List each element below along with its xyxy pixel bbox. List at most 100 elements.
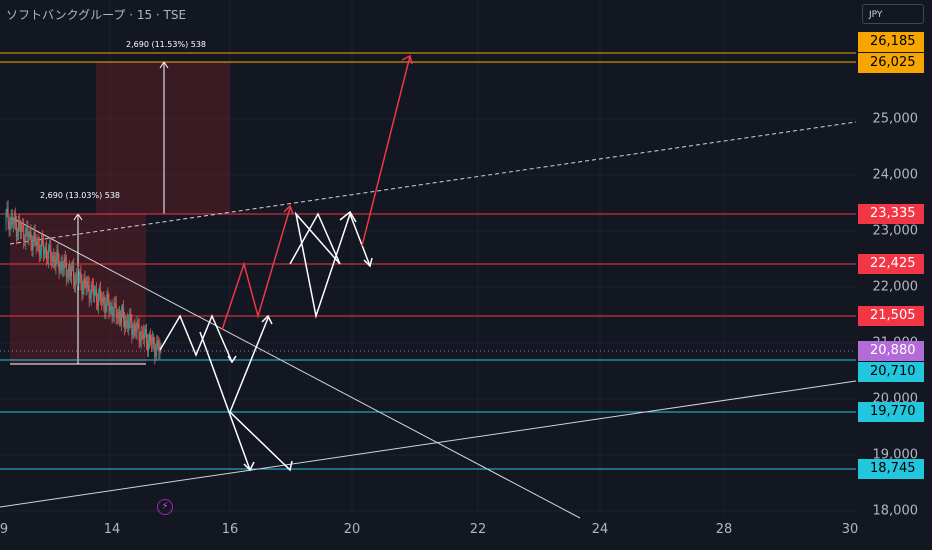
candle-body — [107, 294, 109, 302]
candle-body — [12, 222, 14, 225]
candle-body — [149, 335, 151, 342]
candle-body — [15, 223, 17, 237]
candle-body — [50, 245, 52, 259]
time-axis-label: 30 — [841, 522, 859, 537]
time-axis-label: 20 — [343, 522, 361, 537]
measure-label-2: 2,690 (11.53%) 538 — [126, 40, 207, 49]
candle-body — [23, 226, 25, 241]
candle-body — [86, 281, 88, 288]
candle-body — [137, 322, 139, 325]
candle-body — [22, 225, 24, 227]
candle-body — [11, 217, 13, 225]
candle-body — [125, 320, 127, 328]
candle-body — [90, 284, 92, 298]
time-axis-label: 9 — [0, 522, 9, 537]
upper-dashed-trendline[interactable] — [9, 121, 857, 245]
candle-body — [56, 250, 58, 258]
candle-body — [78, 278, 80, 282]
time-axis-label: 22 — [469, 522, 487, 537]
time-axis-label: 16 — [221, 522, 239, 537]
candle-body — [154, 344, 156, 357]
descending-trendline[interactable] — [11, 217, 581, 519]
candle-body — [144, 329, 146, 334]
candle-body — [138, 324, 140, 340]
price-badge: 26,025 — [858, 53, 924, 73]
candle-body — [40, 238, 42, 251]
candle-body — [95, 289, 97, 302]
candle-body — [101, 299, 103, 303]
candle-body — [91, 284, 93, 287]
candle-body — [135, 330, 137, 333]
candle-body — [115, 303, 117, 317]
candle-body — [139, 339, 141, 342]
candle-body — [28, 236, 30, 238]
candle-body — [82, 286, 84, 294]
candle-body — [17, 221, 19, 232]
price-axis-label: 19,000 — [872, 447, 919, 463]
candle-body — [129, 313, 131, 323]
candle-body — [42, 242, 44, 254]
candle-body — [66, 276, 68, 278]
candle-body — [9, 221, 11, 230]
measure-zone-2[interactable] — [96, 62, 230, 214]
price-badge: 23,335 — [858, 204, 924, 224]
candle-body — [104, 303, 106, 313]
candle-body — [71, 267, 73, 277]
candle-body — [27, 228, 29, 238]
price-badge: 22,425 — [858, 254, 924, 274]
candle-body — [8, 221, 10, 230]
candle-body — [131, 322, 133, 336]
candle-body — [99, 289, 101, 295]
candle-body — [13, 215, 15, 223]
candle-body — [141, 331, 143, 333]
price-badge: 20,710 — [858, 362, 924, 382]
candle-body — [47, 258, 49, 260]
candle-body — [72, 266, 74, 268]
candle-body — [45, 248, 47, 252]
candle-body — [58, 260, 60, 271]
white-path-down-1 — [199, 331, 251, 471]
candle-body — [51, 258, 53, 262]
price-badge: 19,770 — [858, 402, 924, 422]
candle-body — [89, 297, 91, 299]
candle-body — [108, 301, 110, 311]
candle-body — [113, 302, 115, 315]
candle-body — [103, 297, 105, 304]
red-path — [221, 207, 291, 331]
candle-body — [37, 240, 39, 245]
candle-body — [83, 278, 85, 287]
candle-body — [94, 289, 96, 292]
candle-body — [73, 266, 75, 281]
time-axis-label: 14 — [103, 522, 121, 537]
currency-selector[interactable]: JPY — [862, 4, 924, 24]
price-badge: 18,745 — [858, 459, 924, 479]
candle-body — [34, 232, 36, 241]
candle-body — [19, 221, 21, 227]
candle-body — [152, 337, 154, 344]
lightning-icon[interactable]: ⚡ — [157, 499, 173, 515]
candle-body — [147, 341, 149, 351]
candle-body — [21, 225, 23, 232]
candle-body — [5, 212, 7, 223]
candle-body — [124, 320, 126, 328]
candle-body — [109, 306, 111, 311]
candle-body — [100, 289, 102, 300]
candle-body — [43, 251, 45, 254]
white-path-upper — [159, 314, 233, 363]
candle-body — [117, 312, 119, 318]
candle-body — [74, 280, 76, 287]
candle-body — [127, 320, 129, 328]
candle-body — [33, 232, 35, 240]
candle-body — [48, 247, 50, 260]
candle-body — [7, 208, 9, 222]
ascending-trendline[interactable] — [0, 380, 857, 508]
candle-body — [121, 307, 123, 313]
price-axis-label: 22,000 — [872, 279, 919, 295]
candle-body — [67, 268, 69, 277]
candle-body — [54, 260, 56, 267]
candle-body — [35, 240, 37, 247]
candle-body — [26, 228, 28, 230]
candle-body — [84, 278, 86, 285]
candle-body — [20, 226, 22, 232]
